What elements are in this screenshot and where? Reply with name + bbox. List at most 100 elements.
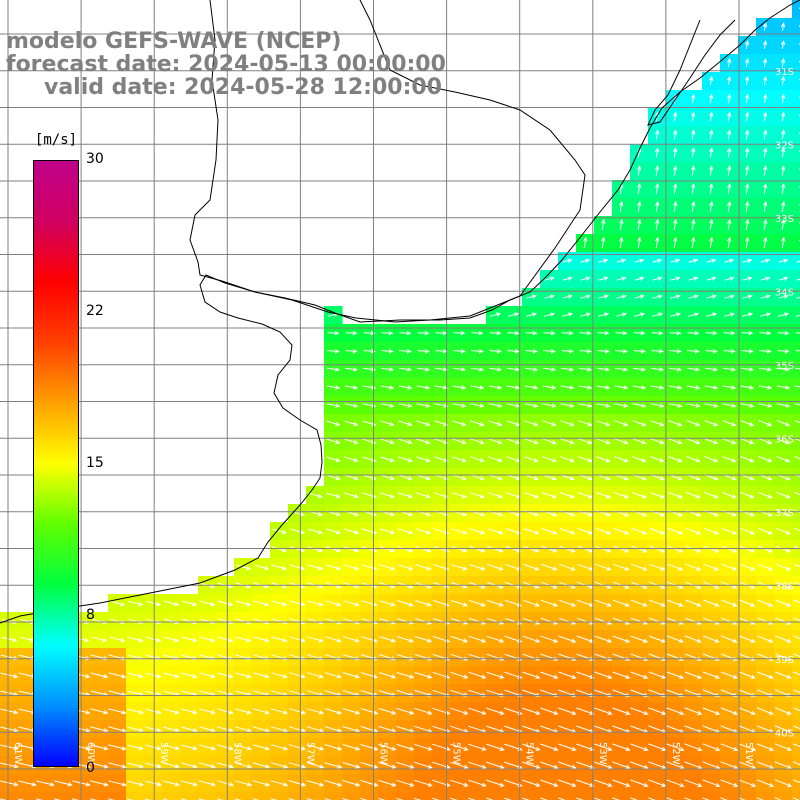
- wind-arrow: [396, 761, 415, 769]
- wind-arrow: [669, 349, 682, 354]
- wind-arrow: [343, 528, 360, 535]
- wind-arrow: [703, 563, 720, 571]
- wind-arrow: [576, 743, 595, 751]
- valid-date: valid date: 2024-05-28 12:00:00: [44, 75, 442, 100]
- wind-arrow: [504, 599, 523, 607]
- wind-arrow: [0, 762, 19, 769]
- wind-cell: [54, 792, 73, 800]
- wind-arrow: [540, 779, 559, 787]
- wind-arrow: [288, 762, 307, 769]
- wind-arrow: [396, 797, 404, 800]
- wind-arrow: [414, 671, 433, 679]
- wind-arrow: [727, 182, 732, 194]
- wind-arrow: [630, 761, 649, 769]
- wind-arrow: [709, 182, 714, 194]
- wind-cell: [792, 360, 800, 379]
- wind-arrow: [524, 438, 539, 445]
- wind-arrow: [576, 671, 595, 679]
- wind-arrow: [488, 438, 503, 445]
- wind-arrow: [720, 797, 728, 800]
- wind-arrow: [596, 403, 611, 408]
- wind-arrow: [780, 129, 786, 140]
- wind-arrow: [745, 200, 750, 213]
- wind-arrow: [380, 438, 395, 445]
- wind-arrow: [145, 744, 162, 751]
- latitude-label: 34S: [775, 288, 794, 299]
- wind-arrow: [685, 527, 702, 535]
- latitude-label: 33S: [775, 214, 794, 225]
- wind-arrow: [613, 492, 630, 499]
- wind-arrow: [724, 258, 735, 263]
- wind-arrow: [450, 797, 458, 800]
- wind-arrow: [709, 236, 714, 249]
- wind-cell: [558, 792, 577, 800]
- wind-arrow: [540, 743, 559, 751]
- wind-arrow: [673, 182, 678, 194]
- wind-arrow: [162, 780, 181, 787]
- wind-arrow: [562, 258, 573, 263]
- wind-arrow: [562, 276, 573, 281]
- wind-arrow: [632, 420, 647, 427]
- wind-arrow: [181, 708, 198, 715]
- wind-arrow: [673, 236, 678, 249]
- wind-arrow: [360, 797, 368, 800]
- latitude-label: 38S: [775, 582, 794, 593]
- wind-arrow: [594, 797, 602, 800]
- wind-arrow: [651, 349, 664, 354]
- lagoon-outline: [647, 19, 736, 126]
- wind-cell: [684, 792, 703, 800]
- wind-arrow: [343, 600, 360, 607]
- wind-arrow: [345, 367, 359, 372]
- wind-arrow: [344, 474, 359, 481]
- wind-arrow: [780, 147, 786, 158]
- wind-arrow: [541, 492, 558, 499]
- wind-arrow: [793, 545, 800, 550]
- wind-arrow: [542, 385, 557, 390]
- wind-arrow: [757, 563, 774, 571]
- wind-arrow: [745, 165, 750, 176]
- wind-arrow: [271, 564, 288, 571]
- wind-arrow: [543, 312, 556, 317]
- wind-arrow: [468, 599, 486, 607]
- wind-arrow: [578, 403, 593, 408]
- wind-cell: [666, 792, 685, 800]
- wind-arrow: [108, 762, 127, 769]
- wind-arrow: [774, 797, 782, 800]
- wind-arrow: [649, 599, 666, 607]
- wind-arrow: [781, 200, 786, 213]
- wind-arrow: [727, 165, 732, 176]
- wind-arrow: [704, 456, 719, 463]
- wind-arrow: [703, 635, 720, 643]
- longitude-label: 59W: [158, 742, 169, 765]
- wind-arrow: [742, 276, 753, 281]
- wind-arrow: [145, 636, 162, 643]
- longitude-label: 51W: [743, 742, 754, 765]
- wind-arrow: [578, 456, 593, 463]
- wind-arrow: [486, 635, 505, 643]
- wind-arrow: [327, 367, 340, 372]
- wind-arrow: [471, 367, 485, 372]
- wind-cell: [792, 666, 800, 685]
- wind-arrow: [690, 129, 696, 140]
- longitude-label: 58W: [231, 742, 242, 765]
- wind-arrow: [396, 636, 415, 643]
- wind-cell: [792, 216, 800, 235]
- wind-arrow: [794, 403, 800, 406]
- wind-cell: [792, 774, 800, 793]
- wind-arrow: [780, 57, 786, 67]
- wind-arrow: [489, 312, 502, 317]
- wind-arrow: [235, 672, 252, 679]
- wind-arrow: [597, 367, 611, 372]
- wind-arrow: [667, 527, 684, 535]
- wind-arrow: [36, 780, 55, 787]
- wind-arrow: [613, 563, 630, 571]
- wind-arrow: [524, 403, 539, 408]
- wind-arrow: [616, 276, 627, 281]
- latitude-label: 36S: [775, 435, 794, 446]
- wind-arrow: [306, 762, 325, 769]
- colorbar-tick: 0: [86, 760, 95, 776]
- wind-arrow: [619, 200, 624, 213]
- wind-arrow: [235, 600, 252, 607]
- wind-arrow: [326, 492, 341, 499]
- wind-arrow: [579, 330, 592, 336]
